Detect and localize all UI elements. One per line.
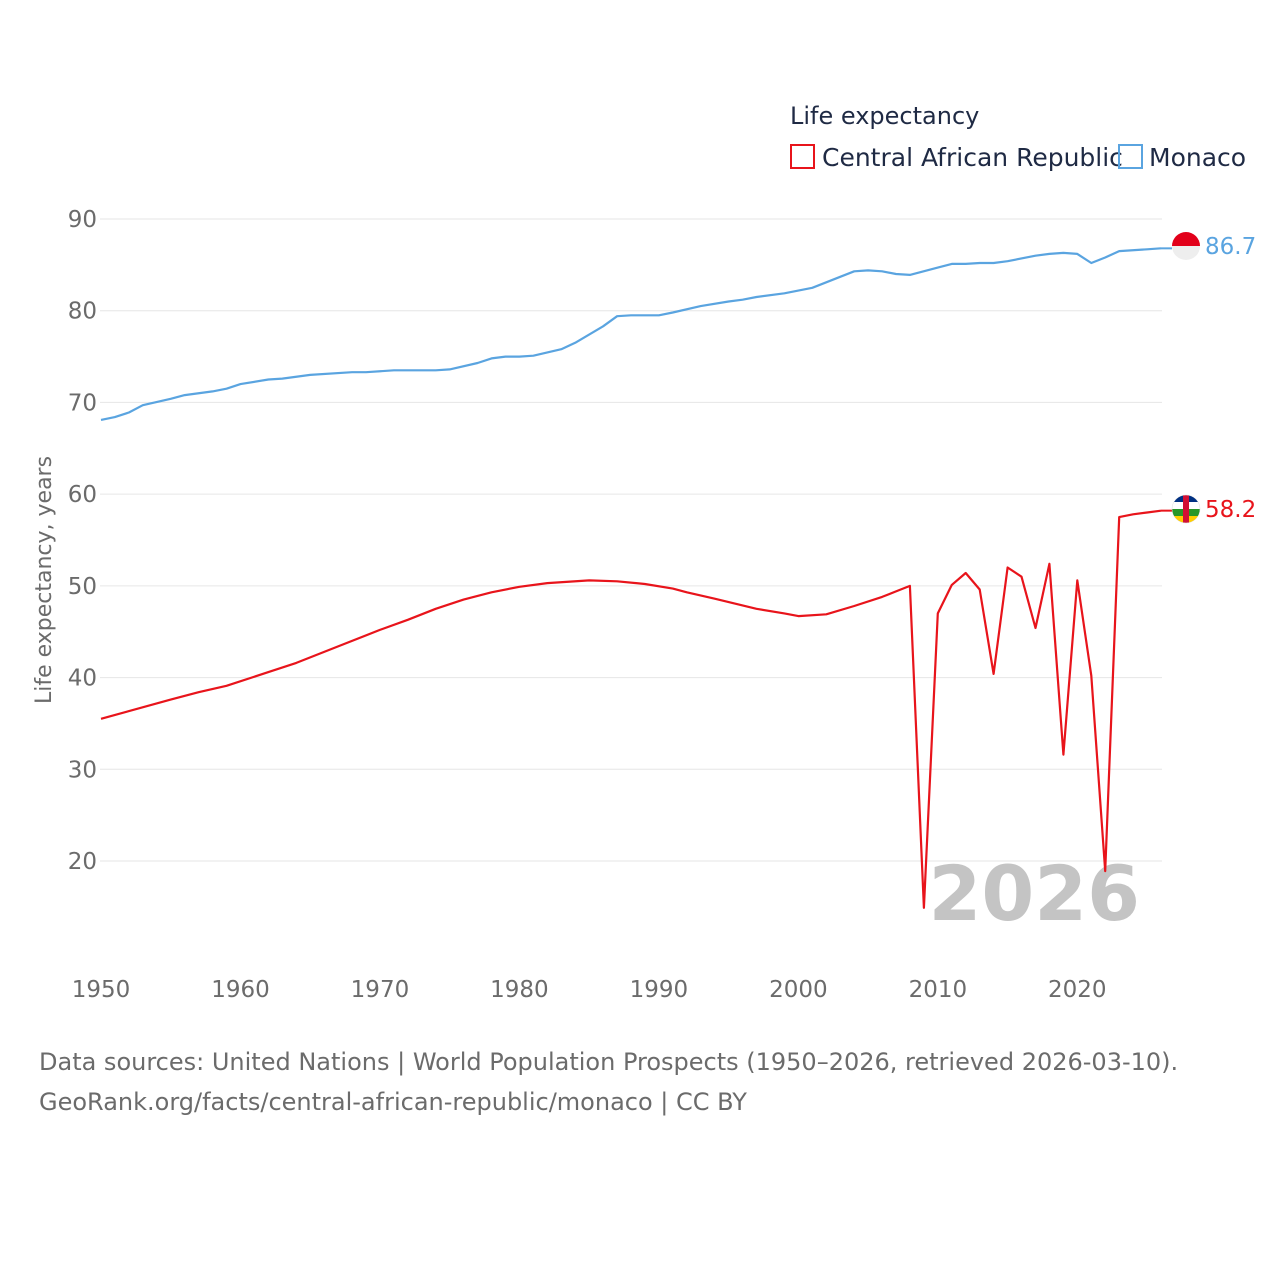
legend-label: Monaco	[1149, 143, 1246, 172]
x-tick-label: 1990	[630, 977, 689, 1003]
central-african-republic-flag-icon	[1171, 494, 1201, 524]
gridlines	[100, 218, 1162, 862]
series-line-monaco	[100, 247, 1162, 421]
legend-item-monaco[interactable]: Monaco	[1118, 143, 1246, 172]
y-tick-label: 70	[68, 390, 97, 416]
y-axis-title: Life expectancy, years	[32, 456, 57, 704]
x-tick-label: 1960	[211, 977, 270, 1003]
y-tick-label: 60	[68, 482, 97, 508]
x-tick-label: 2010	[909, 977, 968, 1003]
legend-swatch	[1118, 144, 1143, 169]
end-value-label-central-african-republic: 58.2	[1205, 497, 1256, 523]
legend-title: Life expectancy	[790, 102, 979, 130]
x-tick-label: 1980	[490, 977, 549, 1003]
end-value-label-monaco: 86.7	[1205, 234, 1256, 260]
y-axis-ticks: 20 30 40 50 60 70 80 90	[68, 207, 97, 875]
legend-swatch	[790, 144, 815, 169]
x-tick-label: 2000	[769, 977, 828, 1003]
y-tick-label: 20	[68, 849, 97, 875]
footer: Data sources: United Nations | World Pop…	[39, 1042, 1178, 1122]
x-tick-label: 1970	[351, 977, 410, 1003]
y-tick-label: 40	[68, 666, 97, 692]
y-tick-label: 50	[68, 574, 97, 600]
monaco-flag-icon	[1172, 232, 1200, 260]
legend-label: Central African Republic	[822, 143, 1123, 172]
x-axis-ticks: 1950 1960 1970 1980 1990 2000 2010 2020	[72, 977, 1107, 1003]
legend-item-central-african-republic[interactable]: Central African Republic	[790, 143, 1123, 172]
y-tick-label: 90	[68, 207, 97, 233]
y-tick-label: 30	[68, 757, 97, 783]
x-tick-label: 1950	[72, 977, 131, 1003]
x-tick-label: 2020	[1048, 977, 1107, 1003]
credit-link[interactable]: GeoRank.org/facts/central-african-republ…	[39, 1088, 747, 1116]
year-watermark: 2026	[928, 849, 1140, 938]
line-chart: Life expectancy Central African Republic…	[32, 102, 1256, 1003]
data-sources-note: Data sources: United Nations | World Pop…	[39, 1048, 1179, 1076]
series-line-central-african-republic	[100, 509, 1162, 909]
y-tick-label: 80	[68, 299, 97, 325]
